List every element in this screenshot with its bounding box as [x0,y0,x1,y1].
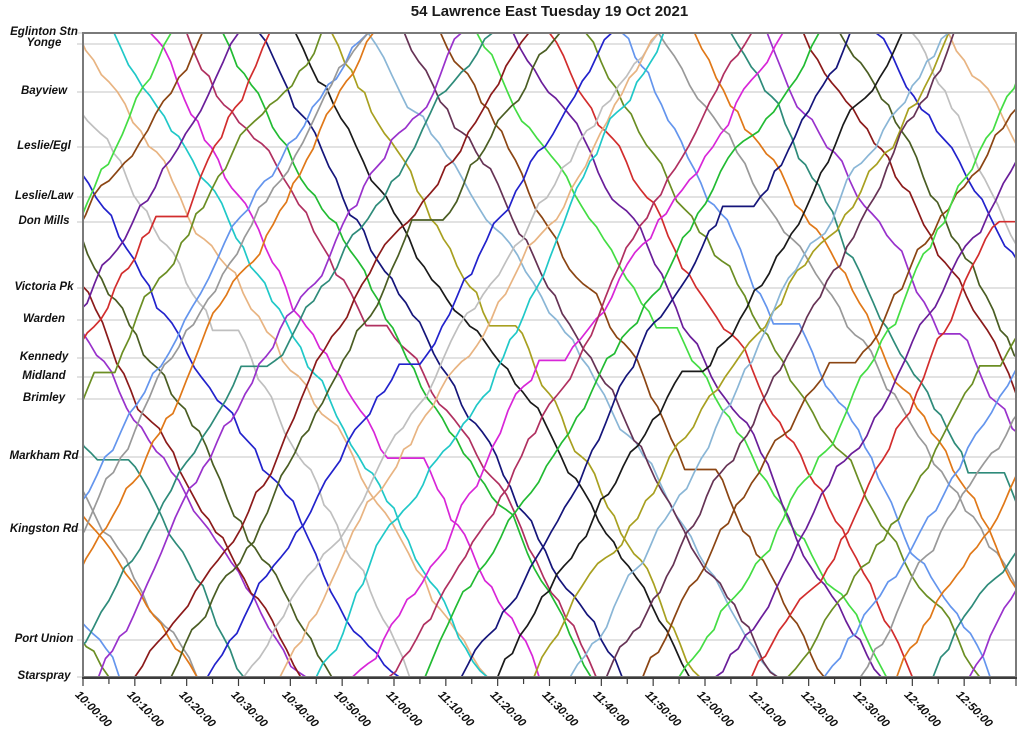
trip-trace [721,220,1016,677]
trip-trace [924,33,1016,146]
trip-trace [462,33,930,677]
trip-trace [585,33,990,677]
trip-trace [410,33,852,677]
trip-trace [499,33,978,677]
trip-trace [639,33,1016,589]
station-label-leslie-law: Leslie/Law [14,190,74,203]
trip-trace [847,33,1016,261]
trip-trace [867,474,1016,677]
station-label-brimley: Brimley [22,391,66,404]
trip-trace [346,33,776,677]
trip-trace [316,33,803,677]
trip-trace [99,33,560,677]
station-label-bayview: Bayview [20,84,68,97]
trip-trace [243,33,699,677]
trip-trace [698,159,1016,677]
trip-trace [83,174,430,677]
trip-trace [83,33,190,216]
plot-frame [82,32,1017,686]
trip-trace [83,42,518,677]
trip-trace [83,33,227,222]
trip-trace [83,33,510,677]
trip-trace [797,368,1016,677]
trip-trace [605,33,1016,677]
trip-trace [83,33,310,342]
station-label-port-union: Port Union [14,632,74,645]
station-label-eglinton-stn: Eglinton Stn [10,26,78,38]
trip-trace [83,33,405,567]
station-label-victoria-pk: Victoria Pk [14,281,74,294]
trip-trace [222,33,696,677]
trip-trace [495,33,901,677]
station-label-kingston-rd: Kingston Rd [9,522,79,535]
trip-trace [690,33,1016,505]
chart-title: 54 Lawrence East Tuesday 19 Oct 2021 [410,3,689,20]
trip-trace [188,33,632,677]
trip-trace [565,33,1016,677]
trip-trace [83,514,235,677]
trip-trace [403,33,859,677]
trip-trace [83,33,408,535]
station-label-leslie-egl: Leslie/Egl [17,139,71,152]
trip-trace [124,33,565,677]
trip-trace [836,414,1016,677]
trip-trace [83,113,435,677]
trip-trace [83,33,402,502]
trip-trace [83,33,262,309]
trip-trace [83,238,356,677]
station-label-don-mills: Don Mills [18,215,70,227]
trip-trace [544,33,978,677]
trip-trace [436,33,878,677]
trip-trace [272,33,731,677]
trip-trace [898,550,1016,677]
trip-trace [344,33,815,677]
trip-trace [645,80,1016,677]
station-label-kennedy: Kennedy [19,351,69,364]
station-label-yonge: Yonge [26,37,62,49]
trip-trace [293,33,687,677]
trip-trace [181,33,644,677]
station-label-midland: Midland [22,370,66,383]
trip-trace [83,441,275,677]
trip-trace [812,33,1016,358]
trip-trace [618,107,1016,677]
trip-trace [129,33,601,677]
trip-trace [83,331,343,677]
trip-trace [363,33,803,677]
trip-trace [83,489,239,677]
trip-trace [757,336,1016,677]
trip-trace [160,33,639,677]
trip-trace [83,285,329,677]
trip-trace [83,33,513,646]
trip-trace [874,33,1016,246]
trip-trace [439,33,916,677]
trip-trace [83,33,495,677]
station-label-warden: Warden [23,313,65,326]
trip-traces [83,33,1016,677]
station-label-starspray: Starspray [17,670,71,682]
trip-trace [776,33,1016,397]
trip-trace [83,33,352,403]
trip-trace [310,33,725,677]
station-label-markham-rd: Markham Rd [9,450,79,462]
